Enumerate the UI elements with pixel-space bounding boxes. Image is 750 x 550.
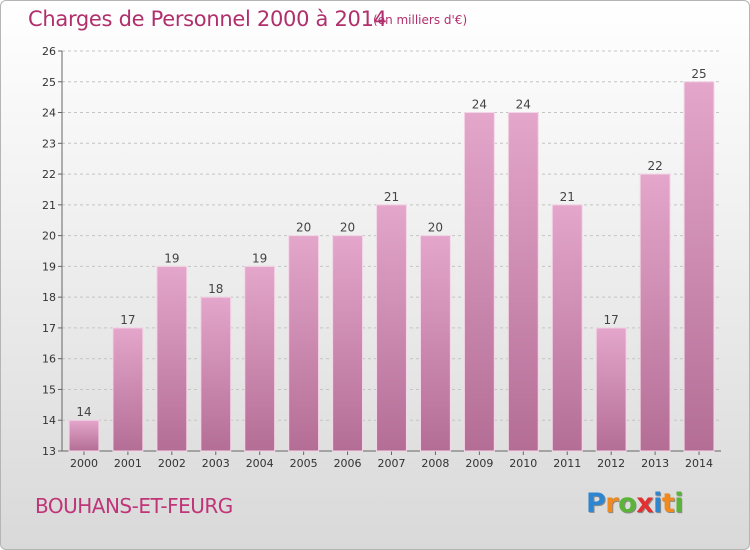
value-label: 25 xyxy=(691,67,706,81)
x-tick-label: 2009 xyxy=(465,457,493,470)
logo-letter: i xyxy=(653,488,662,519)
value-label: 24 xyxy=(516,98,531,112)
value-label: 14 xyxy=(76,405,91,419)
value-label: 18 xyxy=(208,282,223,296)
bar-2011 xyxy=(551,204,583,452)
x-tick-label: 2002 xyxy=(158,457,186,470)
y-tick-label: 18 xyxy=(42,291,56,304)
chart-title: Charges de Personnel 2000 à 2014 xyxy=(28,7,387,31)
chart-subtitle: (en milliers d'€) xyxy=(373,13,468,27)
y-tick-label: 16 xyxy=(42,353,56,366)
value-label: 20 xyxy=(296,221,311,235)
x-tick-label: 2005 xyxy=(290,457,318,470)
x-tick-label: 2003 xyxy=(202,457,230,470)
y-tick-label: 19 xyxy=(42,260,56,273)
logo-letter: t xyxy=(661,488,675,519)
y-tick-label: 14 xyxy=(42,414,56,427)
y-tick-label: 26 xyxy=(42,45,56,58)
y-tick-label: 13 xyxy=(42,445,56,458)
value-label: 19 xyxy=(164,251,179,265)
logo-letter: o xyxy=(618,488,637,519)
value-label: 17 xyxy=(604,313,619,327)
value-label: 21 xyxy=(384,190,399,204)
x-tick-label: 2011 xyxy=(553,457,581,470)
bar-2014 xyxy=(683,81,715,452)
y-tick-label: 21 xyxy=(42,199,56,212)
bar-2002 xyxy=(156,265,188,452)
value-label: 22 xyxy=(647,159,662,173)
bar-2010 xyxy=(507,112,539,452)
bar-2009 xyxy=(463,112,495,452)
x-tick-label: 2004 xyxy=(246,457,274,470)
bar-2012 xyxy=(595,327,627,452)
y-tick-label: 24 xyxy=(42,107,56,120)
y-tick-label: 22 xyxy=(42,168,56,181)
bar-2006 xyxy=(332,235,364,452)
value-label: 17 xyxy=(120,313,135,327)
bar-2000 xyxy=(68,419,100,452)
x-tick-label: 2001 xyxy=(114,457,142,470)
logo-letter: r xyxy=(605,488,619,519)
bar-2005 xyxy=(288,235,320,452)
x-tick-label: 2014 xyxy=(685,457,713,470)
value-label: 21 xyxy=(560,190,575,204)
logo-letter: i xyxy=(674,488,684,519)
bar-2003 xyxy=(200,296,232,452)
x-tick-label: 2013 xyxy=(641,457,669,470)
logo-letter: P xyxy=(586,488,606,519)
axes: 13 14 15 16 17 18 19 20 21 22 23 24 25 26 xyxy=(42,45,721,458)
y-tick-label: 23 xyxy=(42,137,56,150)
bar-2008 xyxy=(419,235,451,452)
commune-name: BOUHANS-ET-FEURG xyxy=(35,494,233,518)
x-tick-label: 2000 xyxy=(70,457,98,470)
bar-2013 xyxy=(639,173,671,452)
logo-letter: x xyxy=(636,488,654,519)
value-label: 19 xyxy=(252,251,267,265)
y-tick-label: 15 xyxy=(42,383,56,396)
value-label: 20 xyxy=(340,221,355,235)
proxiti-logo[interactable]: Proxiti xyxy=(586,488,684,519)
x-tick-label: 2008 xyxy=(421,457,449,470)
value-label: 20 xyxy=(428,221,443,235)
bar-2007 xyxy=(376,204,407,452)
x-tick-label: 2006 xyxy=(334,457,362,470)
x-tick-label: 2010 xyxy=(509,457,537,470)
bars xyxy=(68,81,715,452)
value-label: 24 xyxy=(472,98,487,112)
y-tick-label: 25 xyxy=(42,76,56,89)
labels: 14 2000 17 2001 19 2002 18 2003 19 2004 20 2005 20 20… xyxy=(70,67,713,470)
y-tick-label: 17 xyxy=(42,322,56,335)
bar-2004 xyxy=(244,265,276,452)
x-tick-label: 2007 xyxy=(378,457,406,470)
y-tick-label: 20 xyxy=(42,230,56,243)
bar-2001 xyxy=(112,327,144,452)
x-tick-label: 2012 xyxy=(597,457,625,470)
